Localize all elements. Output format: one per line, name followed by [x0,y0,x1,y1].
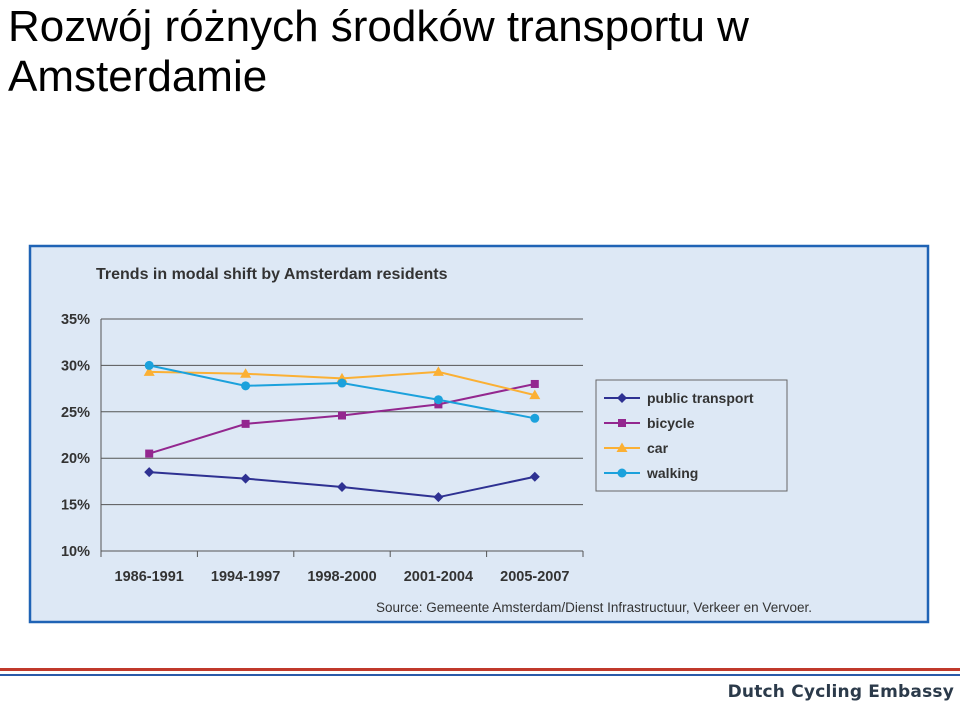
data-point [240,368,252,378]
legend-marker [616,442,628,452]
data-point [529,389,541,400]
data-point [143,366,155,376]
legend-label: walking [646,465,698,481]
data-point [241,419,250,428]
legend: public transport bicycle car walking [595,379,788,492]
data-point [241,381,251,391]
x-tick-label: 2001-2004 [404,569,473,585]
x-tick-label: 1994-1997 [211,569,280,585]
data-point [144,467,155,478]
y-tick-label: 20% [61,451,90,467]
y-tick-label: 35% [61,312,90,328]
data-point [530,413,540,423]
data-point [434,400,443,409]
x-tick-label: 1998-2000 [307,569,376,585]
chart-title: Trends in modal shift by Amsterdam resid… [96,266,448,283]
data-point [337,378,347,388]
data-point [337,481,347,492]
data-point [530,379,539,388]
legend-marker [617,393,627,403]
data-point [145,449,154,458]
y-tick-label: 10% [61,544,90,560]
data-point [432,366,444,376]
data-point [433,492,444,503]
axes: 10% 15% 20% 25% 30% 35% 1986-1991 1994-1997 1998… [61,312,584,585]
data-point [338,411,346,420]
data-point [240,473,251,484]
legend-label: bicycle [647,415,695,431]
chart-source: Source: Gemeente Amsterdam/Dienst Infras… [376,600,812,615]
x-tick-label: 2005-2007 [500,569,569,585]
slide-title: Rozwój różnych środków transportu w Amst… [8,2,749,101]
data-point [144,360,154,370]
series-layer [143,360,541,503]
legend-label: public transport [647,390,754,406]
footer-brand-logo: Dutch Cycling Embassy [727,682,954,702]
x-tick-label: 1986-1991 [115,569,184,585]
y-tick-label: 15% [61,498,90,514]
legend-marker [618,419,626,427]
legend-marker [617,468,627,478]
footer-blue-line [0,674,960,676]
y-tick-label: 30% [61,358,90,374]
data-point [433,395,443,405]
data-point [529,471,540,482]
y-tick-label: 25% [61,405,90,421]
legend-label: car [647,440,669,456]
chart-frame [28,244,930,624]
footer-red-line [0,668,960,671]
